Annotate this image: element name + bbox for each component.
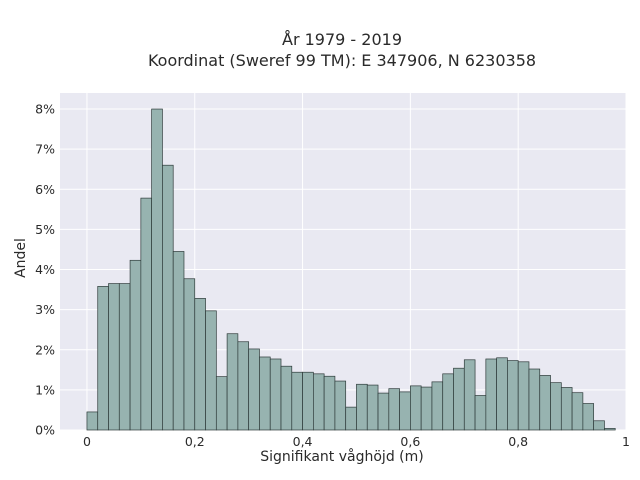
histogram-bar xyxy=(582,403,595,431)
histogram-bar xyxy=(194,298,206,431)
histogram-bar xyxy=(377,392,390,431)
histogram-bar xyxy=(388,388,400,431)
y-tick-label: 4% xyxy=(35,262,55,277)
histogram-bar xyxy=(108,283,120,431)
histogram-bar xyxy=(291,371,303,431)
x-tick-label: 0 xyxy=(83,434,91,449)
histogram-bar xyxy=(172,251,185,431)
y-tick-label: 2% xyxy=(35,342,55,357)
histogram-bar xyxy=(248,348,260,431)
histogram-bar xyxy=(356,383,368,431)
histogram-bar xyxy=(442,373,454,431)
y-tick-label: 7% xyxy=(35,142,55,157)
x-tick-label: 0,6 xyxy=(400,434,420,449)
histogram-bar xyxy=(140,197,152,431)
histogram-bar xyxy=(313,373,325,431)
x-axis-ticks: 0 0,2 0,4 0,6 0,8 1 xyxy=(83,434,630,449)
histogram-bar xyxy=(560,387,573,431)
histogram-bar xyxy=(345,406,357,431)
histogram-bar xyxy=(259,356,271,431)
x-tick-label: 1 xyxy=(622,434,630,449)
histogram-bar xyxy=(507,360,519,431)
histogram-bar xyxy=(399,391,411,431)
histogram-bar xyxy=(571,392,584,431)
y-tick-label: 6% xyxy=(35,182,55,197)
histogram-bar xyxy=(302,371,314,431)
bars xyxy=(86,108,616,431)
histogram-bar xyxy=(129,259,142,431)
histogram-bar xyxy=(162,164,174,431)
histogram-bar xyxy=(97,286,109,431)
histogram-bar xyxy=(334,380,347,431)
histogram-bar xyxy=(205,310,217,431)
histogram-bar xyxy=(528,368,541,431)
chart-title-line2: Koordinat (Sweref 99 TM): E 347906, N 62… xyxy=(148,51,536,70)
histogram-bar xyxy=(496,357,508,431)
histogram-bar xyxy=(118,283,131,431)
histogram-bar xyxy=(604,428,616,431)
histogram-bar xyxy=(474,395,487,431)
x-tick-label: 0,4 xyxy=(293,434,313,449)
histogram-bar xyxy=(215,376,228,431)
histogram-bar xyxy=(517,361,530,431)
histogram-bar xyxy=(463,359,476,431)
histogram-bar xyxy=(550,382,562,431)
histogram-bar xyxy=(280,365,293,431)
histogram-bar xyxy=(410,385,422,431)
histogram-bar xyxy=(323,375,336,431)
x-axis-title: Signifikant våghöjd (m) xyxy=(260,448,423,465)
chart-title-line1: År 1979 - 2019 xyxy=(282,30,402,49)
histogram-bar xyxy=(269,358,282,431)
histogram-bar xyxy=(237,341,250,431)
histogram-bar xyxy=(420,386,433,431)
histogram-bar xyxy=(183,278,196,431)
y-tick-label: 0% xyxy=(35,423,55,438)
histogram-bar xyxy=(431,381,444,431)
histogram-bar xyxy=(539,375,551,431)
histogram-bar xyxy=(593,420,605,431)
y-tick-label: 3% xyxy=(35,302,55,317)
y-tick-label: 5% xyxy=(35,222,55,237)
histogram-bar xyxy=(151,108,163,431)
y-axis-title: Andel xyxy=(13,238,29,278)
y-axis-ticks: 0% 1% 2% 3% 4% 5% 6% 7% 8% xyxy=(35,102,55,438)
x-tick-label: 0,8 xyxy=(508,434,528,449)
histogram-bar xyxy=(86,411,99,431)
histogram-bar xyxy=(226,333,239,431)
y-tick-label: 8% xyxy=(35,102,55,117)
histogram-bar xyxy=(485,358,497,431)
y-tick-label: 1% xyxy=(35,382,55,397)
x-tick-label: 0,2 xyxy=(185,434,205,449)
histogram-bar xyxy=(366,384,379,431)
histogram-bar xyxy=(453,367,465,431)
